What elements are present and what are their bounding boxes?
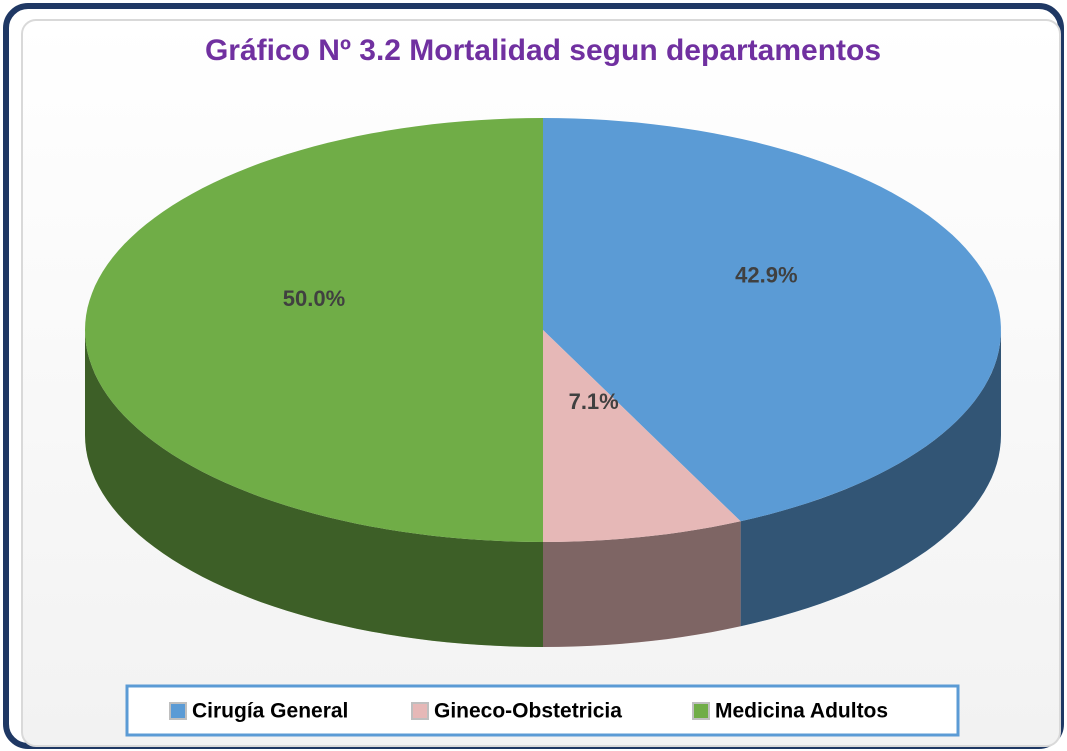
slice-side-shade xyxy=(740,330,1001,627)
chart-title: Gráfico Nº 3.2 Mortalidad segun departam… xyxy=(205,34,881,67)
pie: 42.9% 7.1% 50.0% xyxy=(85,118,1001,647)
slice-side-shade xyxy=(85,330,543,647)
legend-swatch xyxy=(169,702,187,720)
legend-swatch xyxy=(411,702,429,720)
slice xyxy=(85,118,543,542)
data-label: 7.1% xyxy=(569,389,619,414)
legend-items: Cirugía General Gineco-Obstetricia Medicin… xyxy=(169,700,888,723)
legend-swatch xyxy=(692,702,710,720)
data-label: 50.0% xyxy=(283,286,345,311)
legend-label: Medicina Adultos xyxy=(715,700,888,723)
legend xyxy=(125,684,960,737)
slice xyxy=(543,330,741,542)
slice xyxy=(543,118,1001,522)
legend-label: Gineco-Obstetricia xyxy=(434,700,622,723)
slice-side-shade xyxy=(543,521,741,647)
slice-side xyxy=(543,521,741,647)
legend-label: Cirugía General xyxy=(192,700,348,723)
slice-side xyxy=(740,330,1001,627)
data-label: 42.9% xyxy=(735,262,797,287)
slice-side xyxy=(85,330,543,647)
